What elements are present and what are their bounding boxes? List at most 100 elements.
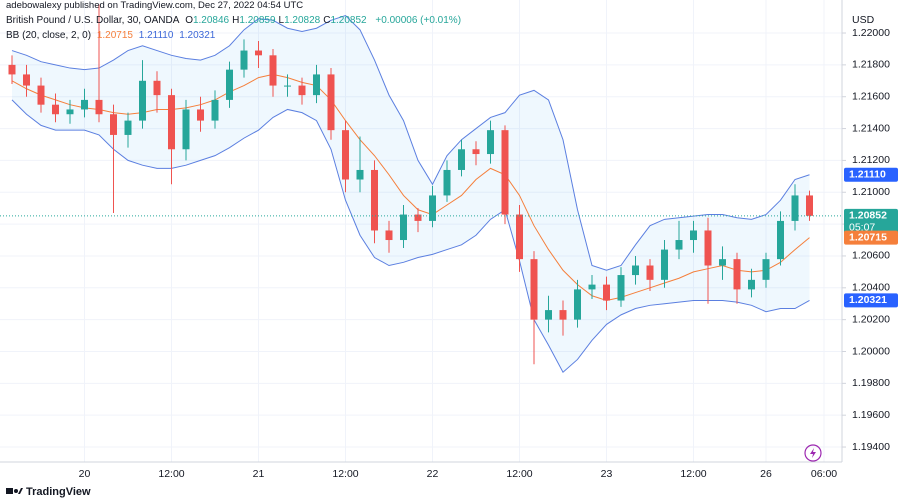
candle-body — [240, 50, 248, 70]
candle-body — [313, 74, 320, 96]
price-badge — [844, 167, 898, 182]
candle-body — [588, 284, 596, 290]
y-tick-label: 1.21400 — [852, 122, 890, 134]
candle-body — [400, 214, 407, 241]
y-tick-label: 1.21200 — [852, 154, 890, 166]
indicator-line: BB (20, close, 2, 0) 1.20715 1.21110 1.2… — [6, 30, 218, 41]
candle-body — [646, 265, 654, 280]
candle-body — [197, 109, 204, 121]
y-tick-label: 1.22000 — [852, 27, 890, 39]
price-badge-label: 1.20715 — [849, 231, 887, 243]
candle-body — [124, 120, 132, 135]
candle-body — [110, 114, 117, 135]
candle-body — [182, 109, 190, 150]
candle-body — [269, 55, 277, 86]
candle-body — [211, 99, 219, 121]
candle-body — [690, 230, 697, 241]
logo: TradingView — [6, 486, 91, 498]
ohlc-value: 1.20852 — [330, 15, 367, 26]
ohlc-key: L — [278, 15, 285, 26]
candle-body — [255, 50, 262, 56]
change: +0.00006 (+0.01%) — [375, 15, 462, 26]
candle-body — [516, 214, 523, 260]
y-tick-label: 1.19600 — [852, 409, 890, 421]
y-tick-label: 1.20400 — [852, 282, 890, 294]
candle-body — [429, 195, 436, 221]
logo-mark — [6, 488, 13, 494]
y-tick-label: 1.19400 — [852, 441, 890, 453]
candle-body — [356, 169, 364, 180]
price-badge-label: 1.20852 — [849, 210, 887, 222]
y-tick-label: 1.20200 — [852, 313, 890, 325]
band-line — [11, 14, 810, 271]
candle-body — [472, 149, 480, 155]
candle-body — [501, 130, 509, 215]
candle-body — [777, 220, 784, 260]
ohlc-key: H — [232, 15, 240, 26]
candle-body — [385, 230, 393, 241]
candle-body — [603, 284, 610, 301]
band-line — [11, 99, 810, 373]
price-badge — [844, 230, 898, 245]
candle-body — [168, 95, 175, 150]
x-tick-label: 20 — [79, 468, 91, 480]
candle-body — [704, 230, 712, 266]
candle-body — [52, 104, 59, 115]
candle-body — [81, 99, 88, 110]
ohlc-value: 1.20859 — [239, 15, 276, 26]
candle-body — [284, 85, 291, 87]
candle-body — [371, 169, 378, 231]
price-badge — [844, 293, 898, 308]
candle-body — [545, 310, 552, 320]
published: adebowalexy published on TradingView.com… — [6, 0, 304, 11]
candle-body — [617, 275, 625, 301]
indicator-value: 1.20715 — [96, 30, 133, 41]
candle-body — [153, 80, 161, 96]
candle-body — [559, 310, 567, 320]
candle-body — [66, 109, 74, 115]
candle-body — [8, 64, 16, 75]
grid — [0, 0, 842, 462]
x-tick-label: 22 — [427, 468, 439, 480]
brand: TradingView — [26, 486, 91, 498]
ohlc-key: O — [185, 15, 193, 26]
candle-body — [733, 259, 741, 290]
ohlc: O1.20846 H1.20859 L1.20828 C1.20852 — [185, 15, 369, 26]
x-tick-label: 12:00 — [332, 468, 358, 480]
ohlc-key: C — [323, 15, 331, 26]
candle-body — [23, 74, 30, 86]
candle-body — [443, 169, 451, 196]
countdown: 05:07 — [849, 222, 875, 234]
indicator-value: 1.20321 — [179, 30, 216, 41]
candle-body — [791, 195, 799, 221]
band-fill — [12, 15, 810, 373]
y-tick-label: 1.20000 — [852, 345, 890, 357]
candle-body — [414, 214, 422, 221]
x-tick-label: 12:00 — [680, 468, 706, 480]
candle-body — [327, 74, 335, 131]
candle-body — [37, 85, 45, 105]
candle-body — [661, 249, 668, 280]
candle-body — [762, 259, 770, 280]
y-tick-label: 1.21000 — [852, 186, 890, 198]
candle-body — [342, 130, 349, 180]
candle-body — [632, 265, 639, 276]
ohlc-value: 1.20828 — [284, 15, 321, 26]
price-badge-label: 1.20321 — [849, 294, 887, 306]
price-badge-label: 1.21110 — [849, 169, 886, 181]
candle-body — [675, 240, 683, 250]
currency: USD — [852, 14, 875, 26]
price-badge — [844, 208, 898, 235]
symbol-line: British Pound / U.S. Dollar, 30, OANDA O… — [6, 15, 464, 26]
logo-mark — [18, 488, 23, 494]
candle-body — [530, 259, 538, 320]
candle-body — [719, 259, 726, 266]
logo-dot — [14, 489, 18, 493]
indicator-value: 1.21110 — [138, 30, 174, 41]
alert-icon[interactable] — [804, 444, 822, 462]
candle-body — [574, 289, 581, 320]
ohlc-value: 1.20846 — [192, 15, 230, 26]
candle-body — [139, 80, 146, 121]
candle-body — [298, 85, 306, 96]
